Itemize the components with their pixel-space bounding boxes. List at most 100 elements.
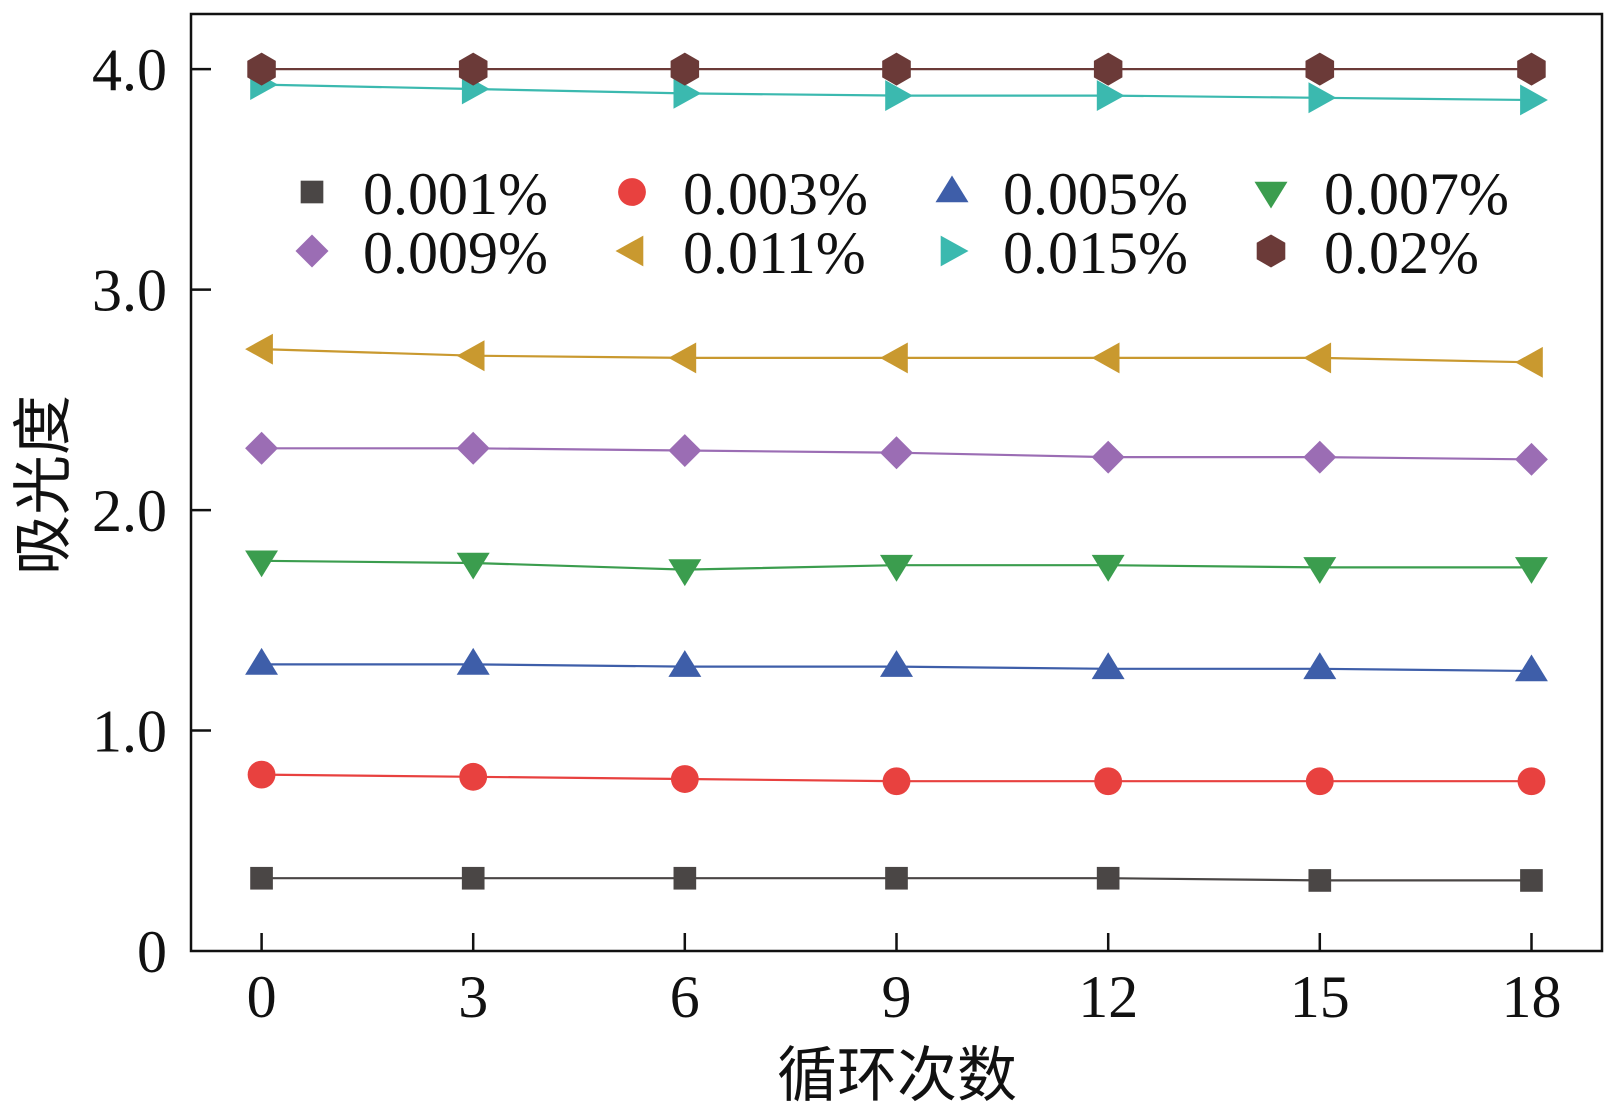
legend-item-1: 0.001% bbox=[300, 161, 548, 227]
legend-marker-4 bbox=[1254, 181, 1288, 209]
legend-marker-3 bbox=[935, 175, 969, 203]
legend-label-2: 0.003% bbox=[683, 161, 868, 227]
x-tick-label-7: 18 bbox=[1502, 964, 1562, 1030]
legend-label-1: 0.001% bbox=[363, 161, 548, 227]
legend-item-7: 0.015% bbox=[940, 220, 1188, 286]
series-2-point-6 bbox=[1305, 767, 1334, 796]
legend-item-8: 0.02% bbox=[1256, 220, 1479, 286]
x-tick-label-3: 6 bbox=[670, 964, 700, 1030]
series-4-point-5 bbox=[1091, 554, 1125, 582]
series-5-point-6 bbox=[1303, 440, 1337, 474]
legend-label-8: 0.02% bbox=[1324, 220, 1479, 286]
series-1 bbox=[250, 866, 1543, 892]
series-7-point-4 bbox=[885, 80, 913, 111]
series-8-point-7 bbox=[1517, 52, 1546, 86]
series-5-point-3 bbox=[668, 434, 702, 467]
series-2-point-5 bbox=[1094, 767, 1123, 796]
series-3-point-5 bbox=[1091, 652, 1125, 680]
legend-marker-2 bbox=[618, 178, 646, 206]
legend-label-5: 0.009% bbox=[363, 220, 548, 286]
series-2-point-3 bbox=[670, 765, 699, 793]
series-6-point-1 bbox=[245, 333, 273, 365]
series-8-point-2 bbox=[458, 52, 488, 86]
x-tick-label-5: 12 bbox=[1078, 964, 1138, 1030]
legend-label-3: 0.005% bbox=[1003, 161, 1188, 227]
series-3-point-6 bbox=[1303, 652, 1337, 680]
legend-item-5: 0.009% bbox=[295, 220, 548, 286]
series-6-point-2 bbox=[456, 340, 485, 372]
series-2 bbox=[247, 760, 1546, 796]
legend-item-6: 0.011% bbox=[615, 220, 866, 286]
y-tick-label-3: 2.0 bbox=[92, 478, 167, 544]
series-6-point-7 bbox=[1515, 346, 1543, 378]
plot-frame bbox=[189, 12, 1604, 953]
series-8-point-1 bbox=[247, 52, 276, 86]
series-5-point-2 bbox=[456, 431, 490, 465]
y-tick-label-2: 1.0 bbox=[92, 699, 167, 765]
series-1-point-5 bbox=[1096, 866, 1120, 890]
series-2-point-2 bbox=[459, 762, 488, 791]
axis-ticks: 0 1.0 2.0 3.0 4.0 0 3 6 9 12 15 18 bbox=[92, 37, 1562, 1030]
legend-marker-5 bbox=[295, 234, 329, 268]
series-1-point-6 bbox=[1308, 869, 1332, 892]
series-2-point-7 bbox=[1517, 767, 1546, 796]
series-5 bbox=[245, 431, 1548, 476]
legend-label-6: 0.011% bbox=[683, 220, 866, 286]
series-5-point-1 bbox=[245, 431, 278, 465]
series-8-point-3 bbox=[670, 52, 700, 86]
series-7-point-6 bbox=[1308, 82, 1337, 114]
series-1-point-7 bbox=[1520, 869, 1543, 892]
series-4-point-7 bbox=[1515, 557, 1548, 584]
y-tick-label-5: 4.0 bbox=[92, 37, 167, 103]
legend-item-2: 0.003% bbox=[618, 161, 868, 227]
series-6 bbox=[245, 333, 1543, 378]
y-tick-label-4: 3.0 bbox=[92, 258, 167, 324]
legend-marker-6 bbox=[615, 235, 644, 267]
x-tick-label-6: 15 bbox=[1290, 964, 1350, 1030]
series-2-point-4 bbox=[882, 767, 911, 796]
series-8-point-6 bbox=[1305, 52, 1335, 86]
x-tick-label-4: 9 bbox=[882, 964, 912, 1030]
series-6-point-5 bbox=[1091, 342, 1120, 374]
series-1-point-4 bbox=[885, 866, 908, 890]
legend-marker-7 bbox=[940, 235, 969, 267]
series-3-point-4 bbox=[880, 650, 913, 677]
x-tick-label-2: 3 bbox=[458, 964, 488, 1030]
series-6-point-6 bbox=[1303, 342, 1332, 374]
series-7-point-3 bbox=[673, 77, 702, 109]
series-3-point-2 bbox=[456, 647, 490, 675]
y-tick-label-1: 0 bbox=[137, 919, 167, 985]
series-6-point-3 bbox=[668, 342, 697, 374]
series-6-point-4 bbox=[880, 342, 908, 374]
series-4-point-3 bbox=[668, 559, 702, 587]
series-3 bbox=[245, 647, 1548, 682]
series-4 bbox=[245, 550, 1548, 587]
series-8-point-4 bbox=[882, 52, 911, 86]
series-3-point-7 bbox=[1515, 654, 1548, 682]
series-7-point-7 bbox=[1520, 84, 1548, 116]
series-4-point-1 bbox=[245, 550, 278, 578]
series-5-point-7 bbox=[1515, 442, 1548, 476]
legend-marker-8 bbox=[1256, 234, 1286, 268]
series-1-point-3 bbox=[673, 866, 697, 890]
series-3-point-1 bbox=[245, 647, 278, 675]
series-1-point-1 bbox=[250, 866, 273, 890]
legend-label-7: 0.015% bbox=[1003, 220, 1188, 286]
series-4-point-4 bbox=[880, 554, 913, 582]
series-3-point-3 bbox=[668, 650, 702, 677]
series-1-point-2 bbox=[461, 866, 485, 890]
series-8-point-5 bbox=[1093, 52, 1123, 86]
series-8 bbox=[247, 52, 1546, 86]
series-7-point-5 bbox=[1096, 80, 1125, 111]
series-4-point-2 bbox=[456, 552, 490, 580]
series-2-point-1 bbox=[247, 760, 276, 789]
series-layer bbox=[245, 52, 1548, 892]
y-axis-title: 吸光度 bbox=[11, 395, 77, 575]
x-tick-label-1: 0 bbox=[247, 964, 277, 1030]
legend-label-4: 0.007% bbox=[1324, 161, 1509, 227]
legend-item-4: 0.007% bbox=[1254, 161, 1509, 227]
x-axis-title: 循环次数 bbox=[777, 1043, 1017, 1109]
series-5-point-4 bbox=[880, 436, 913, 470]
legend: 0.001% 0.003% 0.005% 0.007% 0.009% 0.011% 0.01… bbox=[295, 161, 1509, 286]
series-5-point-5 bbox=[1091, 440, 1125, 474]
